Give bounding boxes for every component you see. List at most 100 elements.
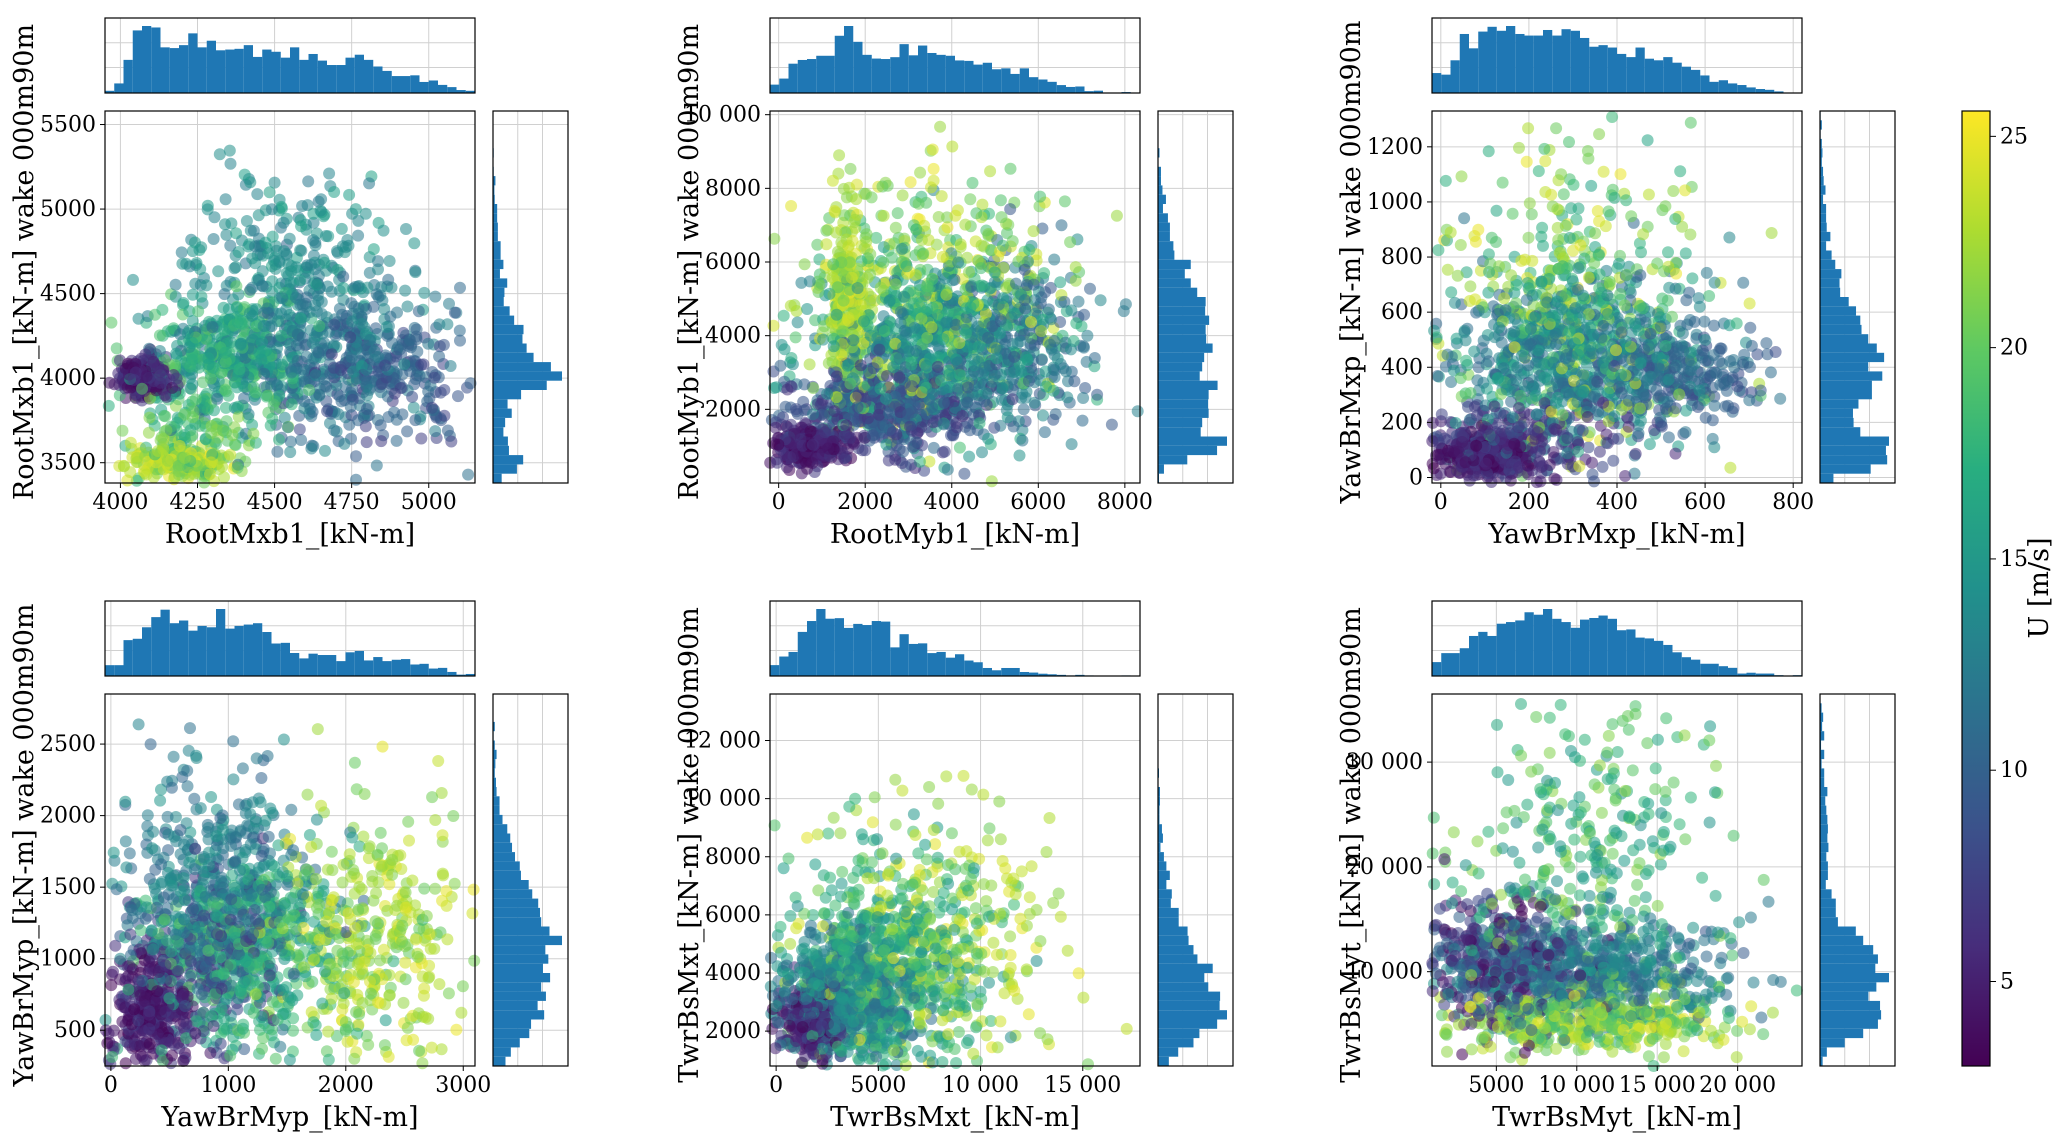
scatter-point [370, 459, 383, 472]
scatter-point [376, 377, 388, 390]
scatter-point [1018, 263, 1031, 276]
x-tick-label: 4500 [247, 490, 303, 515]
scatter-point [415, 358, 428, 371]
scatter-point [337, 282, 350, 294]
scatter-point [1040, 380, 1052, 393]
histogram-bar [114, 83, 124, 93]
scatter-point [372, 263, 384, 276]
scatter-point [959, 327, 972, 340]
histogram-bar [142, 26, 152, 93]
histogram-bar [410, 75, 420, 93]
scatter-point [428, 371, 441, 384]
histogram-bar [890, 57, 900, 93]
scatter-point [975, 239, 988, 252]
histogram-bar [493, 352, 534, 363]
y-tick-label: 2000 [705, 397, 761, 422]
scatter-point [968, 353, 981, 366]
histogram-bar [493, 231, 498, 242]
scatter-point [864, 248, 877, 261]
scatter-point [937, 396, 950, 409]
scatter-point [256, 279, 268, 292]
scatter-point [124, 436, 137, 449]
scatter-point [201, 203, 214, 216]
scatter-point [394, 382, 407, 395]
scatter-point [284, 446, 297, 459]
scatter-point [861, 271, 874, 284]
scatter-point [367, 243, 380, 256]
scatter-point [953, 337, 966, 349]
scatter-point [963, 450, 976, 463]
scatter-point [844, 162, 857, 175]
scatter-point [956, 410, 969, 422]
scatter-point [453, 324, 466, 337]
scatter-point [350, 450, 362, 463]
scatter-point [429, 425, 442, 438]
scatter-point [1048, 253, 1061, 266]
scatter-point [973, 417, 986, 430]
scatter-point [803, 358, 816, 371]
scatter-point [277, 216, 290, 229]
scatter-point [873, 343, 886, 356]
scatter-point [464, 377, 477, 390]
histogram-bar [493, 259, 504, 270]
scatter-point [851, 282, 864, 295]
scatter-point [1037, 409, 1049, 422]
scatter-point [915, 233, 928, 246]
scatter-point [951, 356, 964, 369]
scatter-point [1078, 308, 1091, 321]
scatter-point [954, 238, 967, 251]
histogram-bar [493, 241, 501, 251]
scatter-point [249, 386, 262, 399]
scatter-point [1025, 316, 1037, 328]
scatter-point [850, 178, 863, 191]
scatter-point [1023, 243, 1036, 256]
scatter-point [1021, 353, 1034, 366]
histogram-bar [299, 59, 309, 93]
scatter-point [332, 408, 345, 421]
scatter-point [1011, 337, 1024, 350]
scatter-point [118, 460, 130, 473]
scatter-point [966, 176, 979, 189]
scatter-point [836, 325, 849, 338]
scatter-point [1076, 414, 1089, 427]
histogram-bar [401, 76, 411, 93]
scatter-point [952, 256, 965, 269]
scatter-point [276, 292, 289, 305]
scatter-point [784, 451, 797, 464]
scatter-point [1567, 178, 1580, 191]
histogram-bar [271, 51, 281, 93]
histogram-bar [807, 59, 817, 93]
scatter-point [1723, 231, 1736, 244]
scatter-point [291, 354, 304, 367]
histogram-bar [243, 45, 253, 93]
scatter-point [817, 333, 830, 346]
scatter-point [314, 204, 327, 217]
scatter-point [313, 388, 326, 401]
histogram-bar [123, 59, 133, 93]
x-tick-label: 4000 [924, 490, 980, 515]
scatter-point [920, 359, 933, 372]
scatter-point [422, 385, 435, 398]
scatter-point [406, 390, 419, 403]
scatter-point [339, 241, 352, 254]
scatter-point [443, 297, 455, 310]
histogram-bar [992, 69, 1002, 93]
scatter-point [302, 175, 315, 188]
histogram-bar [382, 70, 392, 93]
scatter-point [893, 352, 906, 365]
scatter-point [806, 438, 819, 451]
scatter-point [877, 209, 890, 222]
scatter-point [223, 144, 236, 157]
scatter-point [275, 329, 288, 342]
scatter-point [204, 456, 217, 469]
scatter-point [850, 193, 863, 206]
histogram-bar [918, 45, 928, 93]
scatter-point [409, 266, 422, 279]
histogram-bar [1158, 455, 1188, 465]
histogram-bar [493, 315, 515, 325]
scatter-point [452, 390, 464, 403]
scatter-point [319, 444, 331, 457]
histogram-bar [493, 417, 506, 428]
scatter-point [308, 331, 321, 344]
scatter-point [847, 334, 860, 347]
